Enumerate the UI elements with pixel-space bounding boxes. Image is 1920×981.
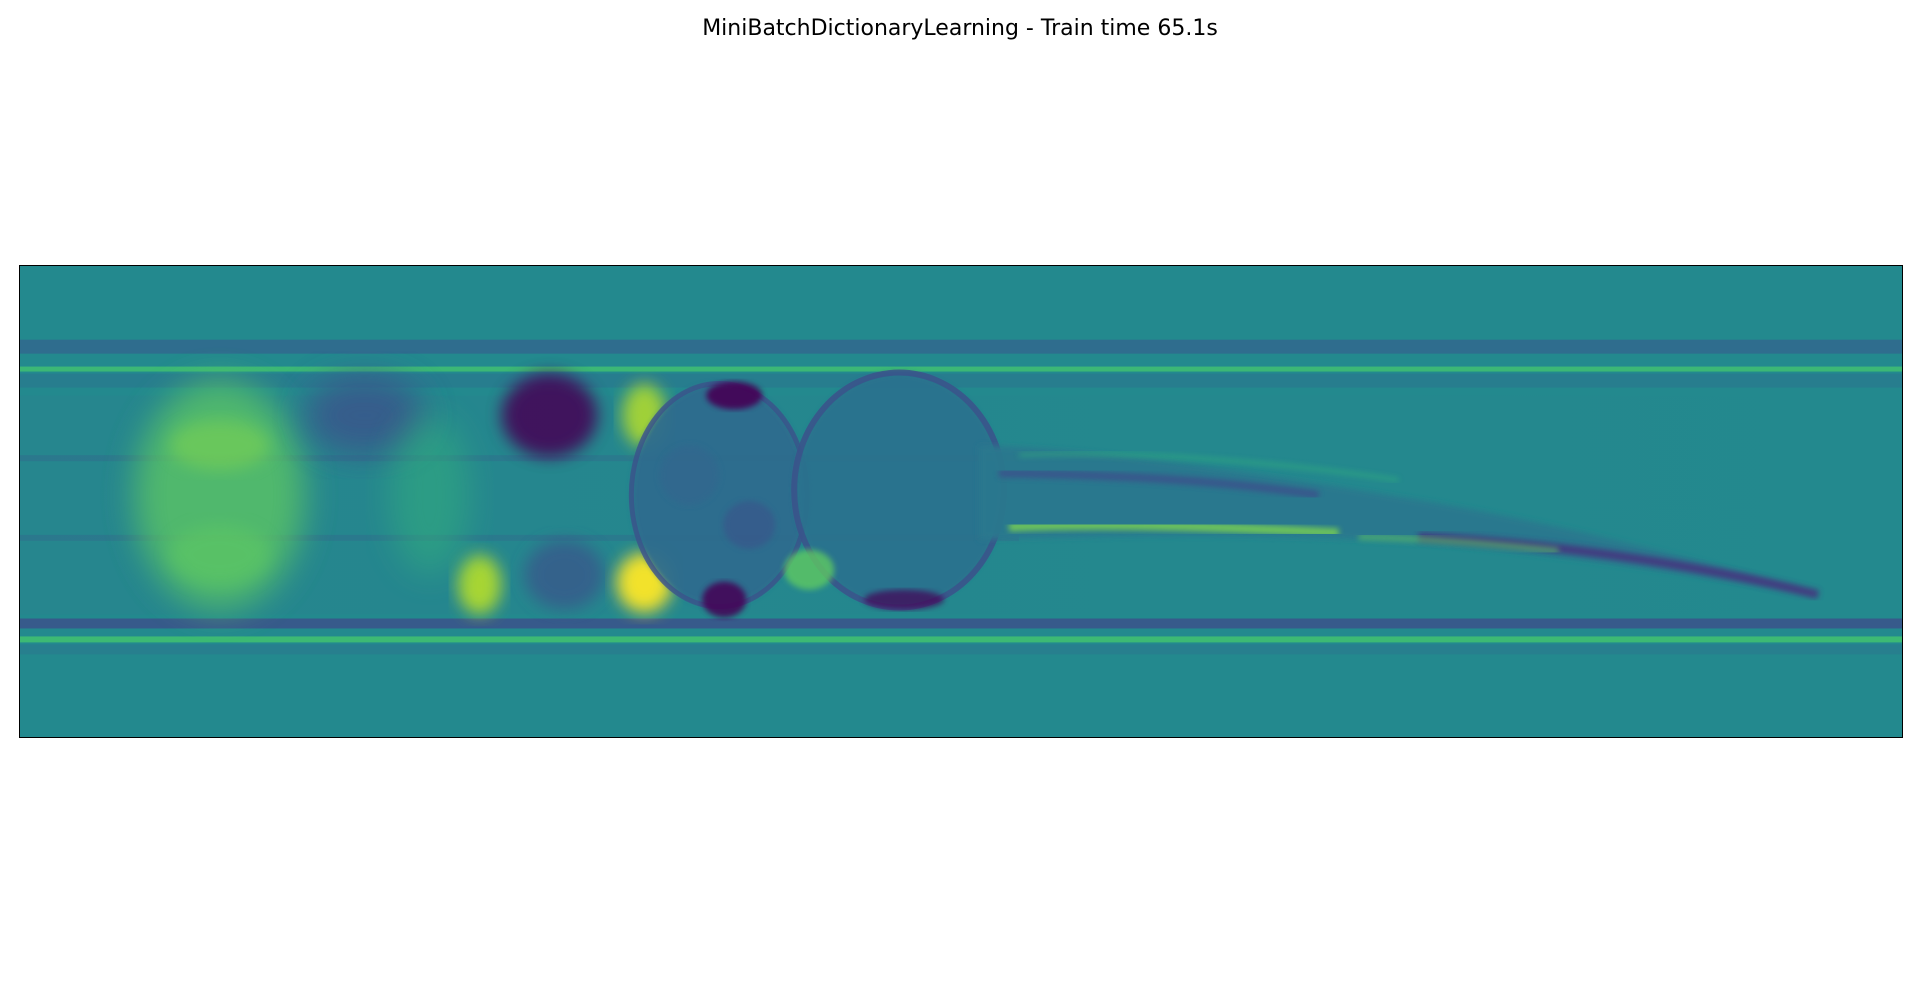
tube-wall-upper-light [20,366,1902,372]
tube-wall-lower-light [20,636,1902,643]
tube-wall-lower-dark [20,618,1902,629]
dark-blob-2 [501,373,598,458]
fish-head [628,381,810,618]
fish-body [784,369,1007,611]
tube-wall-upper-dark [20,339,1902,354]
fish-tail [978,445,1820,599]
image-panel [19,265,1903,738]
dark-blob-1 [304,375,425,456]
figure-title: MiniBatchDictionaryLearning - Train time… [702,16,1218,41]
tube-wall-lower-shade [20,644,1902,655]
tube-wall-upper-shade [20,373,1902,388]
dictionary-component-image [20,266,1902,737]
